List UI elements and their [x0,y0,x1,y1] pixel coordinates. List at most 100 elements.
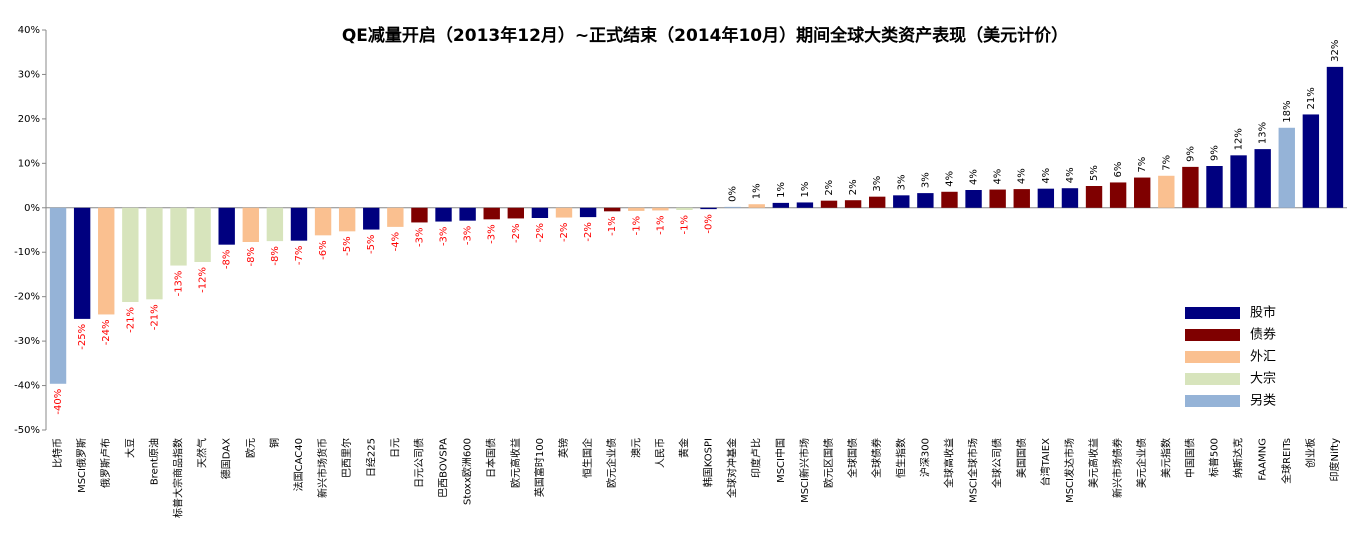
value-label: -3% [414,227,425,246]
bar [1013,189,1030,208]
bar [989,189,1006,208]
x-tick-label: 纳斯达克 [1232,438,1245,478]
bar [628,207,645,211]
bar [555,207,573,218]
y-tick-label: 10% [18,158,40,169]
value-label: 4% [993,169,1004,185]
x-tick-label: 全球高收益 [942,438,955,488]
legend-swatch [1185,373,1240,385]
value-label: -1% [607,216,618,235]
bar [700,207,717,210]
x-tick-label: 韩国KOSPI [702,438,715,487]
x-tick-label: 美元企业债 [1135,438,1148,488]
value-label: 21% [1306,87,1317,109]
bar [98,207,115,315]
value-label: -2% [511,223,522,242]
bar [748,204,765,208]
x-tick-label: 新兴市场债券 [1111,438,1124,498]
bar [1206,166,1223,208]
x-tick-label: 欧元 [245,438,257,458]
legend-label: 另类 [1250,394,1276,409]
bar [387,207,404,227]
value-label: 2% [824,180,835,196]
bar [1302,114,1320,208]
x-tick-label: 恒生指数 [894,438,907,478]
legend-label: 外汇 [1250,350,1276,365]
bar [146,207,163,300]
value-label: 3% [896,174,907,190]
value-label: 1% [752,183,763,199]
bar [1182,166,1199,208]
bar [49,207,67,384]
value-label: -21% [125,307,136,333]
value-label: -1% [631,216,642,235]
value-label: -8% [246,247,257,266]
bar [1278,127,1295,208]
y-tick-label: 30% [18,69,40,80]
bar [338,207,356,232]
value-label: 7% [1137,157,1148,173]
value-label: -5% [366,235,377,254]
x-tick-label: 欧元区国债 [822,438,835,488]
bar [796,202,814,208]
x-tick-label: 黄金 [677,438,690,458]
x-tick-label: MSCI俄罗斯 [75,438,88,493]
value-label: -3% [487,224,498,243]
bar [772,202,790,208]
x-tick-label: 印度Nifty [1328,438,1341,482]
legend-swatch [1185,395,1240,407]
bar [411,207,428,223]
value-label: -2% [583,222,594,241]
y-tick-label: -50% [14,425,40,436]
x-tick-label: 标普大宗商品指数 [172,438,185,518]
value-label: -24% [101,319,112,345]
bar [531,207,549,218]
value-label: -5% [342,236,353,255]
bar [483,207,500,220]
bar [73,207,91,319]
x-tick-label: 大豆 [123,438,136,458]
bar [314,207,332,236]
x-tick-label: 美元指数 [1159,438,1172,478]
chart-title: QE减量开启（2013年12月）~正式结束（2014年10月）期间全球大类资产表… [342,25,1068,46]
value-label: 1% [800,182,811,198]
x-tick-label: 中国国债 [1183,438,1196,478]
x-tick-label: 标普500 [1207,438,1220,477]
value-label: -7% [294,246,305,265]
bar [459,207,476,221]
value-label: 4% [944,171,955,187]
x-tick-label: 日本国债 [485,438,498,478]
x-tick-label: 创业板 [1304,438,1317,468]
x-tick-label: 德国DAX [220,438,233,479]
value-label: 6% [1113,162,1124,178]
x-tick-label: 澳元 [629,438,642,458]
value-label: -13% [174,271,185,297]
bar [122,207,139,302]
value-label: -40% [53,389,64,415]
value-label: -8% [270,246,281,265]
x-tick-label: 天然气 [196,438,209,468]
bar [1230,155,1247,208]
legend-label: 债券 [1250,327,1276,343]
bar [844,200,862,208]
bar [652,207,669,211]
legend-swatch [1185,351,1240,363]
x-tick-label: 日经225 [364,438,377,477]
bar [507,207,524,219]
x-tick-label: Brent原油 [147,438,160,485]
bar [1326,66,1344,208]
bar [363,207,380,230]
bar [579,207,597,218]
legend-label: 大宗 [1250,371,1276,387]
value-label: -2% [559,223,570,242]
value-label: 32% [1330,40,1341,62]
x-tick-label: 巴西里尔 [340,438,353,478]
value-label: -3% [439,227,450,246]
x-tick-label: MSCI全球市场 [967,438,980,503]
value-label: -1% [655,215,666,234]
bar [435,207,452,222]
x-tick-label: 新兴市场货币 [316,438,329,498]
x-tick-label: 比特币 [52,438,64,468]
x-tick-label: MSCI新兴市场 [798,438,811,503]
